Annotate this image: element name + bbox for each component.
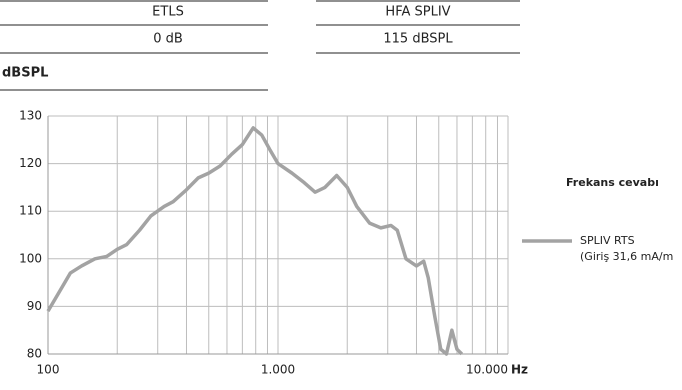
- legend-label: SPLIV RTS: [580, 234, 635, 247]
- y-tick-label: 80: [27, 347, 42, 361]
- table-cell: 0 dB: [153, 32, 183, 47]
- unit-label: dBSPL: [2, 66, 48, 81]
- x-tick-label: 10.000: [466, 363, 508, 377]
- legend-detail: (Giriş 31,6 mA/m: [580, 250, 673, 263]
- y-tick-label: 90: [27, 299, 42, 313]
- legend-title: Frekans cevabı: [566, 176, 659, 189]
- x-tick-label: 1.000: [261, 363, 295, 377]
- table-cell: ETLS: [152, 5, 184, 20]
- series-line: [46, 126, 464, 356]
- y-tick-label: 130: [19, 109, 42, 123]
- y-tick-label: 100: [19, 251, 42, 265]
- x-axis-label: Hz: [511, 363, 528, 377]
- table-cell: 115 dBSPL: [383, 32, 453, 47]
- y-tick-label: 120: [19, 156, 42, 170]
- y-tick-label: 110: [19, 204, 42, 218]
- table-cell: HFA SPLIV: [385, 5, 450, 20]
- x-tick-label: 100: [37, 363, 60, 377]
